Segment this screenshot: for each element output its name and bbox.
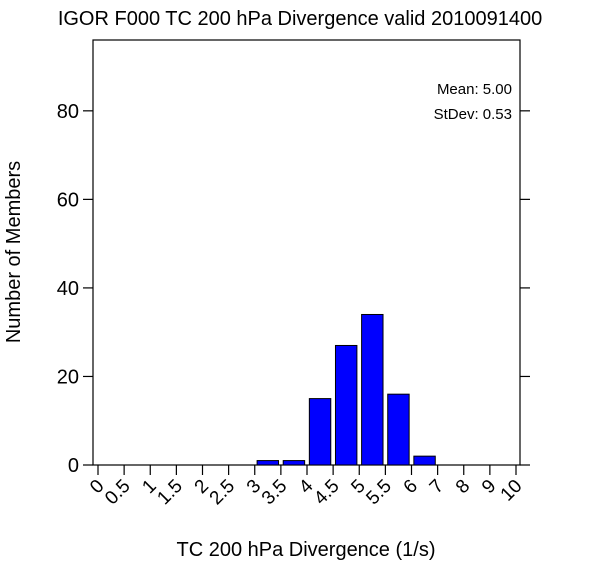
x-tick-label: 0.5: [101, 476, 135, 510]
y-tick-label: 60: [57, 189, 79, 211]
histogram-bar: [387, 393, 410, 466]
plot-area: [92, 39, 521, 466]
x-tick-label: 9: [478, 476, 500, 498]
x-tick-label: 10: [497, 476, 527, 506]
histogram-bar: [413, 455, 436, 466]
y-tick-label: 20: [57, 366, 79, 388]
x-axis-label: TC 200 hPa Divergence (1/s): [176, 539, 435, 561]
x-axis: 00.5 11.5 22.5 33.5 44.5 55.5 6 7 8 910: [86, 465, 527, 510]
bars-group: [256, 313, 436, 466]
y-tick-label: 40: [57, 278, 79, 300]
x-tick-label: 5.5: [362, 476, 396, 510]
x-tick-label: 1.5: [153, 476, 187, 510]
x-tick-label: 7: [426, 476, 448, 498]
x-tick-label: 4.5: [310, 476, 344, 510]
histogram-bar: [256, 460, 280, 466]
histogram-bar: [334, 344, 358, 466]
y-tick-label: 80: [57, 101, 79, 123]
y-axis: 0 20 40 60 80: [57, 101, 530, 477]
plot-border: [92, 39, 521, 466]
x-tick-label: 3.5: [258, 476, 292, 510]
y-tick-label: 0: [68, 455, 79, 477]
x-tick-label: 2.5: [206, 476, 240, 510]
x-tick-label: 8: [452, 476, 474, 498]
y-axis-label: Number of Members: [3, 161, 25, 343]
mean-label: Mean: 5.00: [437, 81, 512, 98]
histogram-bar: [282, 460, 306, 466]
histogram-bar: [308, 398, 332, 466]
stdev-label: StDev: 0.53: [434, 106, 512, 123]
chart-title: IGOR F000 TC 200 hPa Divergence valid 20…: [58, 8, 542, 30]
x-tick-label: 6: [400, 476, 422, 498]
histogram-bar: [361, 313, 384, 466]
